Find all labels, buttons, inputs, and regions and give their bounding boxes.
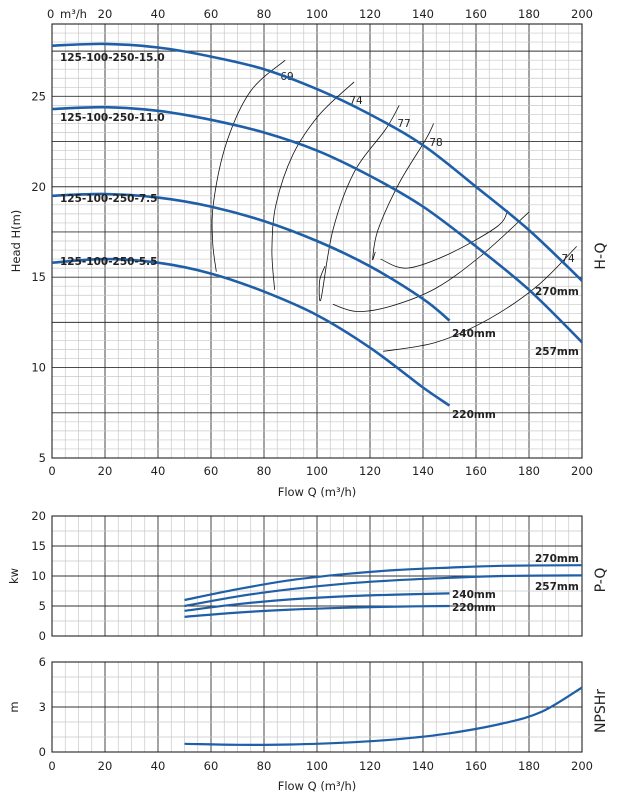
efficiency-curve-69 xyxy=(211,59,286,272)
y-tick-label: 25 xyxy=(31,89,46,103)
efficiency-curve-77 xyxy=(318,105,400,302)
pq-curve-257mm xyxy=(184,574,583,608)
pq-impeller-label: 220mm xyxy=(452,602,496,614)
x-tick-label: 100 xyxy=(306,464,328,478)
x-tick-label: 200 xyxy=(571,759,593,773)
pq-impeller-label: 270mm xyxy=(535,553,579,565)
impeller-label: 220mm xyxy=(452,409,496,421)
plot-frame xyxy=(51,23,583,459)
side-title: P-Q xyxy=(593,568,609,593)
x-tick-label: 40 xyxy=(151,759,166,773)
y-tick-label: 5 xyxy=(39,599,46,613)
x-tick-label: 0 xyxy=(48,464,55,478)
model-label: 125-100-250-7.5 xyxy=(60,193,157,205)
x-tick-label: 180 xyxy=(518,464,540,478)
y-tick-label: 0 xyxy=(39,745,46,759)
y-tick-label: 0 xyxy=(39,629,46,643)
plot-frame xyxy=(51,661,583,753)
model-label: 125-100-250-15.0 xyxy=(60,52,165,64)
y-axis-title: kw xyxy=(7,568,21,584)
x-tick-label: 40 xyxy=(151,464,166,478)
pq-curve-220mm xyxy=(184,604,450,618)
x-tick-label: 160 xyxy=(465,464,487,478)
x-axis-title: Flow Q (m³/h) xyxy=(278,779,357,793)
x-top-tick-label: 140 xyxy=(412,7,434,21)
x-tick-label: 60 xyxy=(204,464,219,478)
x-top-tick-label: 0 xyxy=(47,7,54,21)
y-tick-label: 3 xyxy=(39,700,46,714)
pq-curve-240mm xyxy=(184,592,450,612)
y-tick-label: 20 xyxy=(31,180,46,194)
y-axis-title: m xyxy=(7,701,21,712)
model-label: 125-100-250-5.5 xyxy=(60,256,157,268)
x-tick-label: 120 xyxy=(359,759,381,773)
x-top-tick-label: 120 xyxy=(359,7,381,21)
efficiency-label-78: 78 xyxy=(429,137,442,149)
y-axis-title: Head H(m) xyxy=(9,210,23,273)
x-top-tick-label: 80 xyxy=(257,7,272,21)
y-tick-label: 5 xyxy=(39,451,46,465)
x-tick-label: 80 xyxy=(257,464,272,478)
x-top-tick-label: 100 xyxy=(306,7,328,21)
model-label: 125-100-250-11.0 xyxy=(60,112,165,124)
side-title: H-Q xyxy=(593,242,609,269)
x-tick-label: 20 xyxy=(98,759,113,773)
x-tick-label: 60 xyxy=(204,759,219,773)
x-top-tick-label: 160 xyxy=(465,7,487,21)
x-tick-label: 80 xyxy=(257,759,272,773)
x-top-tick-label: 60 xyxy=(204,7,219,21)
efficiency-label-77: 77 xyxy=(397,118,410,130)
x-tick-label: 140 xyxy=(412,464,434,478)
efficiency-curve-78 xyxy=(372,123,434,261)
pq-impeller-label: 240mm xyxy=(452,589,496,601)
x-axis-title: Flow Q (m³/h) xyxy=(278,485,357,499)
hq-curve-270mm xyxy=(51,42,583,282)
x-tick-label: 160 xyxy=(465,759,487,773)
x-tick-label: 180 xyxy=(518,759,540,773)
x-tick-label: 0 xyxy=(48,759,55,773)
y-tick-label: 6 xyxy=(39,655,46,669)
efficiency-label-74: 74 xyxy=(561,253,575,265)
x-tick-label: 100 xyxy=(306,759,328,773)
top-unit-label: m³/h xyxy=(60,7,87,21)
side-title: NPSHr xyxy=(593,689,609,733)
npsh-curve xyxy=(184,686,583,746)
x-top-tick-label: 20 xyxy=(98,7,113,21)
hq-curve-240mm xyxy=(51,192,451,322)
x-tick-label: 140 xyxy=(412,759,434,773)
x-tick-label: 20 xyxy=(98,464,113,478)
impeller-label: 270mm xyxy=(535,286,579,298)
x-top-tick-label: 180 xyxy=(518,7,540,21)
hq-curve-220mm xyxy=(51,257,451,407)
x-tick-label: 120 xyxy=(359,464,381,478)
hq-curve-257mm xyxy=(51,105,583,344)
y-tick-label: 15 xyxy=(31,539,46,553)
x-top-tick-label: 200 xyxy=(571,7,593,21)
efficiency-curve-77 xyxy=(332,211,530,312)
efficiency-curve-74 xyxy=(383,246,577,352)
y-tick-label: 15 xyxy=(31,270,46,284)
impeller-label: 257mm xyxy=(535,346,579,358)
x-top-tick-label: 40 xyxy=(151,7,166,21)
x-tick-label: 200 xyxy=(571,464,593,478)
efficiency-curve-74 xyxy=(271,81,355,290)
pq-curve-270mm xyxy=(184,564,583,602)
y-tick-label: 20 xyxy=(31,509,46,523)
y-tick-label: 10 xyxy=(31,569,46,583)
efficiency-curve-78 xyxy=(380,210,509,269)
y-tick-label: 10 xyxy=(31,361,46,375)
impeller-label: 240mm xyxy=(452,328,496,340)
pq-impeller-label: 257mm xyxy=(535,581,579,593)
efficiency-label-74: 74 xyxy=(349,95,363,107)
